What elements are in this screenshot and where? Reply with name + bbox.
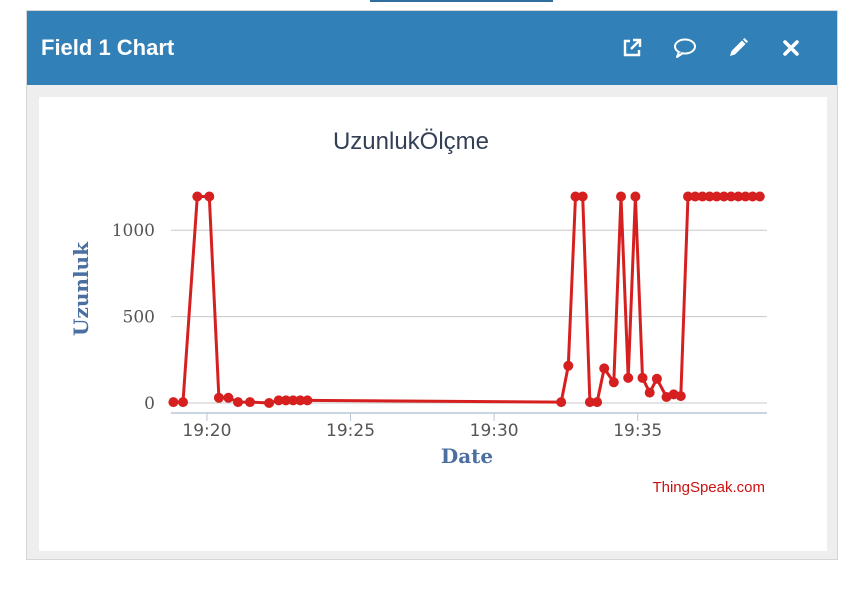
series-uzunluk [168,191,765,408]
data-point [302,395,313,406]
data-point [637,372,648,383]
data-point [740,191,751,202]
data-point [718,191,729,202]
data-point [213,392,224,403]
data-point [273,395,284,406]
data-point [697,191,708,202]
chart-title: UzunlukÖlçme [333,128,489,155]
data-point [608,377,619,388]
data-point [592,397,603,408]
data-point [651,373,662,384]
data-point [192,191,203,202]
data-point [690,191,701,202]
data-point [711,191,722,202]
x-tick-label: 19:25 [326,421,375,441]
x-tick-label: 19:35 [613,421,662,441]
y-axis: 0 500 1000 [112,221,155,414]
y-tick-label: 0 [144,394,155,414]
data-point [563,360,574,371]
y-tick-label: 500 [123,308,155,328]
data-point [747,191,758,202]
x-axis-title: Date [441,444,493,468]
comment-icon[interactable] [669,32,701,64]
data-point [599,363,610,374]
data-point [644,387,655,398]
data-point [726,191,737,202]
data-point [556,397,567,408]
data-point [280,395,291,406]
data-point [616,191,626,202]
data-point [245,397,255,408]
data-point [570,191,581,202]
data-point [630,191,641,202]
data-point [168,397,179,408]
widget-header: Field 1 Chart [27,11,837,85]
widget-toolbar [595,32,807,64]
data-point [675,391,686,402]
data-point [577,191,588,202]
close-icon[interactable] [775,32,807,64]
external-link-icon[interactable] [616,32,648,64]
y-axis-title: Uzunluk [69,241,93,336]
grid-lines [171,229,767,404]
data-point [704,191,715,202]
data-point [223,392,234,403]
y-tick-label: 1000 [112,221,155,241]
pencil-icon[interactable] [722,32,754,64]
x-tick-label: 19:20 [182,421,231,441]
data-point [584,397,595,408]
series-line [173,195,760,405]
credit-link[interactable]: ThingSpeak.com [652,479,765,496]
chart-area: UzunlukÖlçme 0 500 1000 19:20 19:25 19:30 19:… [39,97,827,551]
top-accent-bar [370,0,553,2]
data-point [623,372,634,383]
data-point [754,191,765,202]
data-point [204,191,215,202]
widget-title: Field 1 Chart [41,35,175,60]
data-point [295,395,306,406]
data-point [264,398,275,408]
data-point [683,191,693,202]
chart-widget: Field 1 Chart [26,10,838,560]
data-point [288,395,299,406]
data-point [178,397,188,408]
x-axis: 19:20 19:25 19:30 19:35 [171,412,767,441]
data-point [733,191,744,202]
x-tick-label: 19:30 [470,421,519,441]
data-point [233,397,243,408]
